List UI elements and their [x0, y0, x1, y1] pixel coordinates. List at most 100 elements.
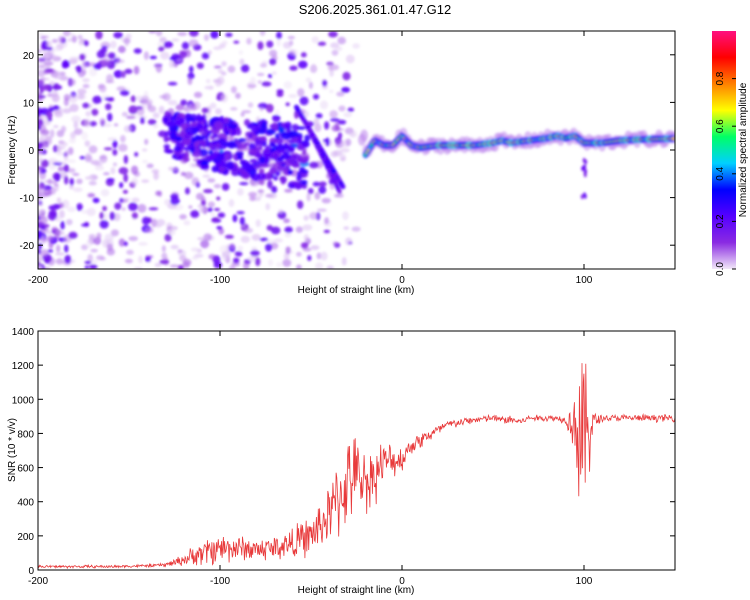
spectrogram-blob [296, 264, 302, 269]
spectrogram-blob [302, 149, 307, 156]
spectrogram-blob [78, 40, 84, 47]
spectrogram-blob [185, 117, 195, 122]
spectrogram-blob [149, 55, 158, 60]
spectrogram-blob [42, 84, 50, 91]
spectrogram-blob [257, 119, 262, 126]
spectrogram-blob [159, 36, 167, 43]
snr-series-line [38, 363, 675, 570]
spectrogram-blob [122, 189, 129, 194]
spectrogram-blob [303, 215, 309, 221]
snr-panel: -200 -100 0 100 0 200 400 600 800 1000 1200 1400 H… [7, 327, 676, 596]
spectrogram-blob [275, 160, 286, 165]
spectrogram-blob [85, 111, 91, 117]
spectrogram-blob [341, 86, 351, 93]
spectrogram-blob [53, 145, 58, 153]
spectrogram-blob [105, 103, 112, 111]
spectrogram-x-axis: -200 -100 0 100 [28, 31, 593, 286]
spectrogram-blob [336, 91, 345, 97]
spectrogram-blob [240, 112, 245, 117]
spectrogram-blob [124, 258, 133, 264]
spectrogram-blob [96, 50, 106, 59]
spectrogram-blob [60, 141, 68, 147]
spectrogram-blob [184, 187, 190, 195]
spectrogram-blob [170, 115, 176, 124]
spectrogram-blob [119, 89, 130, 96]
spectrogram-blob [106, 74, 114, 83]
spectrogram-blob [348, 131, 356, 138]
spectrogram-blob [235, 151, 244, 156]
spectrogram-blob [304, 134, 311, 142]
spectrogram-blob [151, 218, 158, 228]
spectrogram-blob [671, 136, 675, 141]
spectrogram-blob [326, 265, 334, 269]
spectrogram-blob [51, 226, 58, 232]
spectrogram-blob [257, 129, 266, 135]
spectrogram-blob [52, 83, 60, 91]
spectrogram-blob [112, 149, 118, 156]
spectrogram-blob [69, 103, 79, 113]
spectrogram-blob [91, 108, 99, 116]
spectrogram-blob [38, 49, 42, 54]
spectrogram-blob [309, 212, 319, 220]
spectrogram-blob [275, 133, 280, 140]
spectrogram-blob [86, 176, 94, 180]
spectrogram-blob [99, 117, 106, 126]
spectrogram-blob [54, 110, 63, 118]
spectrogram-blob [306, 192, 311, 202]
spectrogram-blob [276, 89, 284, 93]
spectrogram-blob [327, 63, 333, 71]
spectrogram-blob [250, 76, 256, 86]
spectrogram-blob [38, 255, 42, 263]
spectrogram-blob [274, 109, 281, 115]
spectrogram-blob [57, 35, 65, 44]
spectrogram-blob [247, 102, 254, 108]
spectrogram-blob [232, 214, 238, 223]
spectrogram-blob [113, 70, 123, 79]
spectrogram-blob [205, 78, 211, 84]
spectrogram-blob [248, 148, 257, 157]
spectrogram-blob [118, 167, 129, 175]
spectrogram-blob [167, 227, 176, 236]
spectrogram-blob [56, 159, 62, 164]
spectrogram-blob [257, 145, 263, 151]
spectrogram-blob [131, 177, 139, 186]
snr-y-tick-label: 800 [17, 429, 34, 440]
spectrogram-blob [360, 129, 369, 142]
spectrogram-blob [143, 51, 149, 60]
colorbar-label: Normalized spectral amplitude [738, 82, 749, 217]
spectrogram-blob [302, 142, 309, 147]
spectrogram-blob [228, 123, 238, 129]
spectrogram-blob [236, 211, 245, 215]
spectrogram-blob [67, 168, 76, 173]
spectrogram-blob [315, 113, 323, 119]
spectrogram-blob [49, 80, 55, 86]
spectrogram-blob [123, 155, 129, 164]
spectrogram-blob [81, 131, 88, 141]
spectrogram-blob [316, 208, 327, 212]
spectrogram-blob [211, 165, 219, 173]
spectrogram-blob [229, 107, 238, 111]
spectrogram-blob [584, 168, 588, 174]
spectrogram-blob [89, 264, 98, 269]
spectrogram-blob [259, 237, 269, 242]
spectrogram-blob [251, 234, 261, 241]
spectrogram-blob [273, 175, 278, 181]
spectrogram-blob [121, 111, 128, 117]
spectrogram-blob [211, 140, 219, 145]
spectrogram-blob [340, 148, 350, 153]
spectrogram-blob [227, 142, 237, 149]
spectrogram-blob [208, 254, 216, 260]
spectrogram-blob [83, 40, 89, 47]
spectrogram-blob [144, 98, 153, 106]
spectrogram-blob [352, 43, 361, 49]
spectrogram-blob [67, 206, 76, 213]
spectrogram-blob [259, 106, 264, 112]
colorbar-tick-label: 0.4 [715, 166, 726, 180]
spectrogram-blob [38, 230, 43, 239]
spectrogram-x-tick-label: 100 [576, 275, 593, 286]
snr-x-label: Height of straight line (km) [298, 585, 415, 596]
spectrogram-blob [180, 171, 186, 176]
spectrogram-blob [155, 218, 166, 227]
spectrogram-blob [160, 51, 170, 60]
spectrogram-blob [209, 102, 217, 109]
